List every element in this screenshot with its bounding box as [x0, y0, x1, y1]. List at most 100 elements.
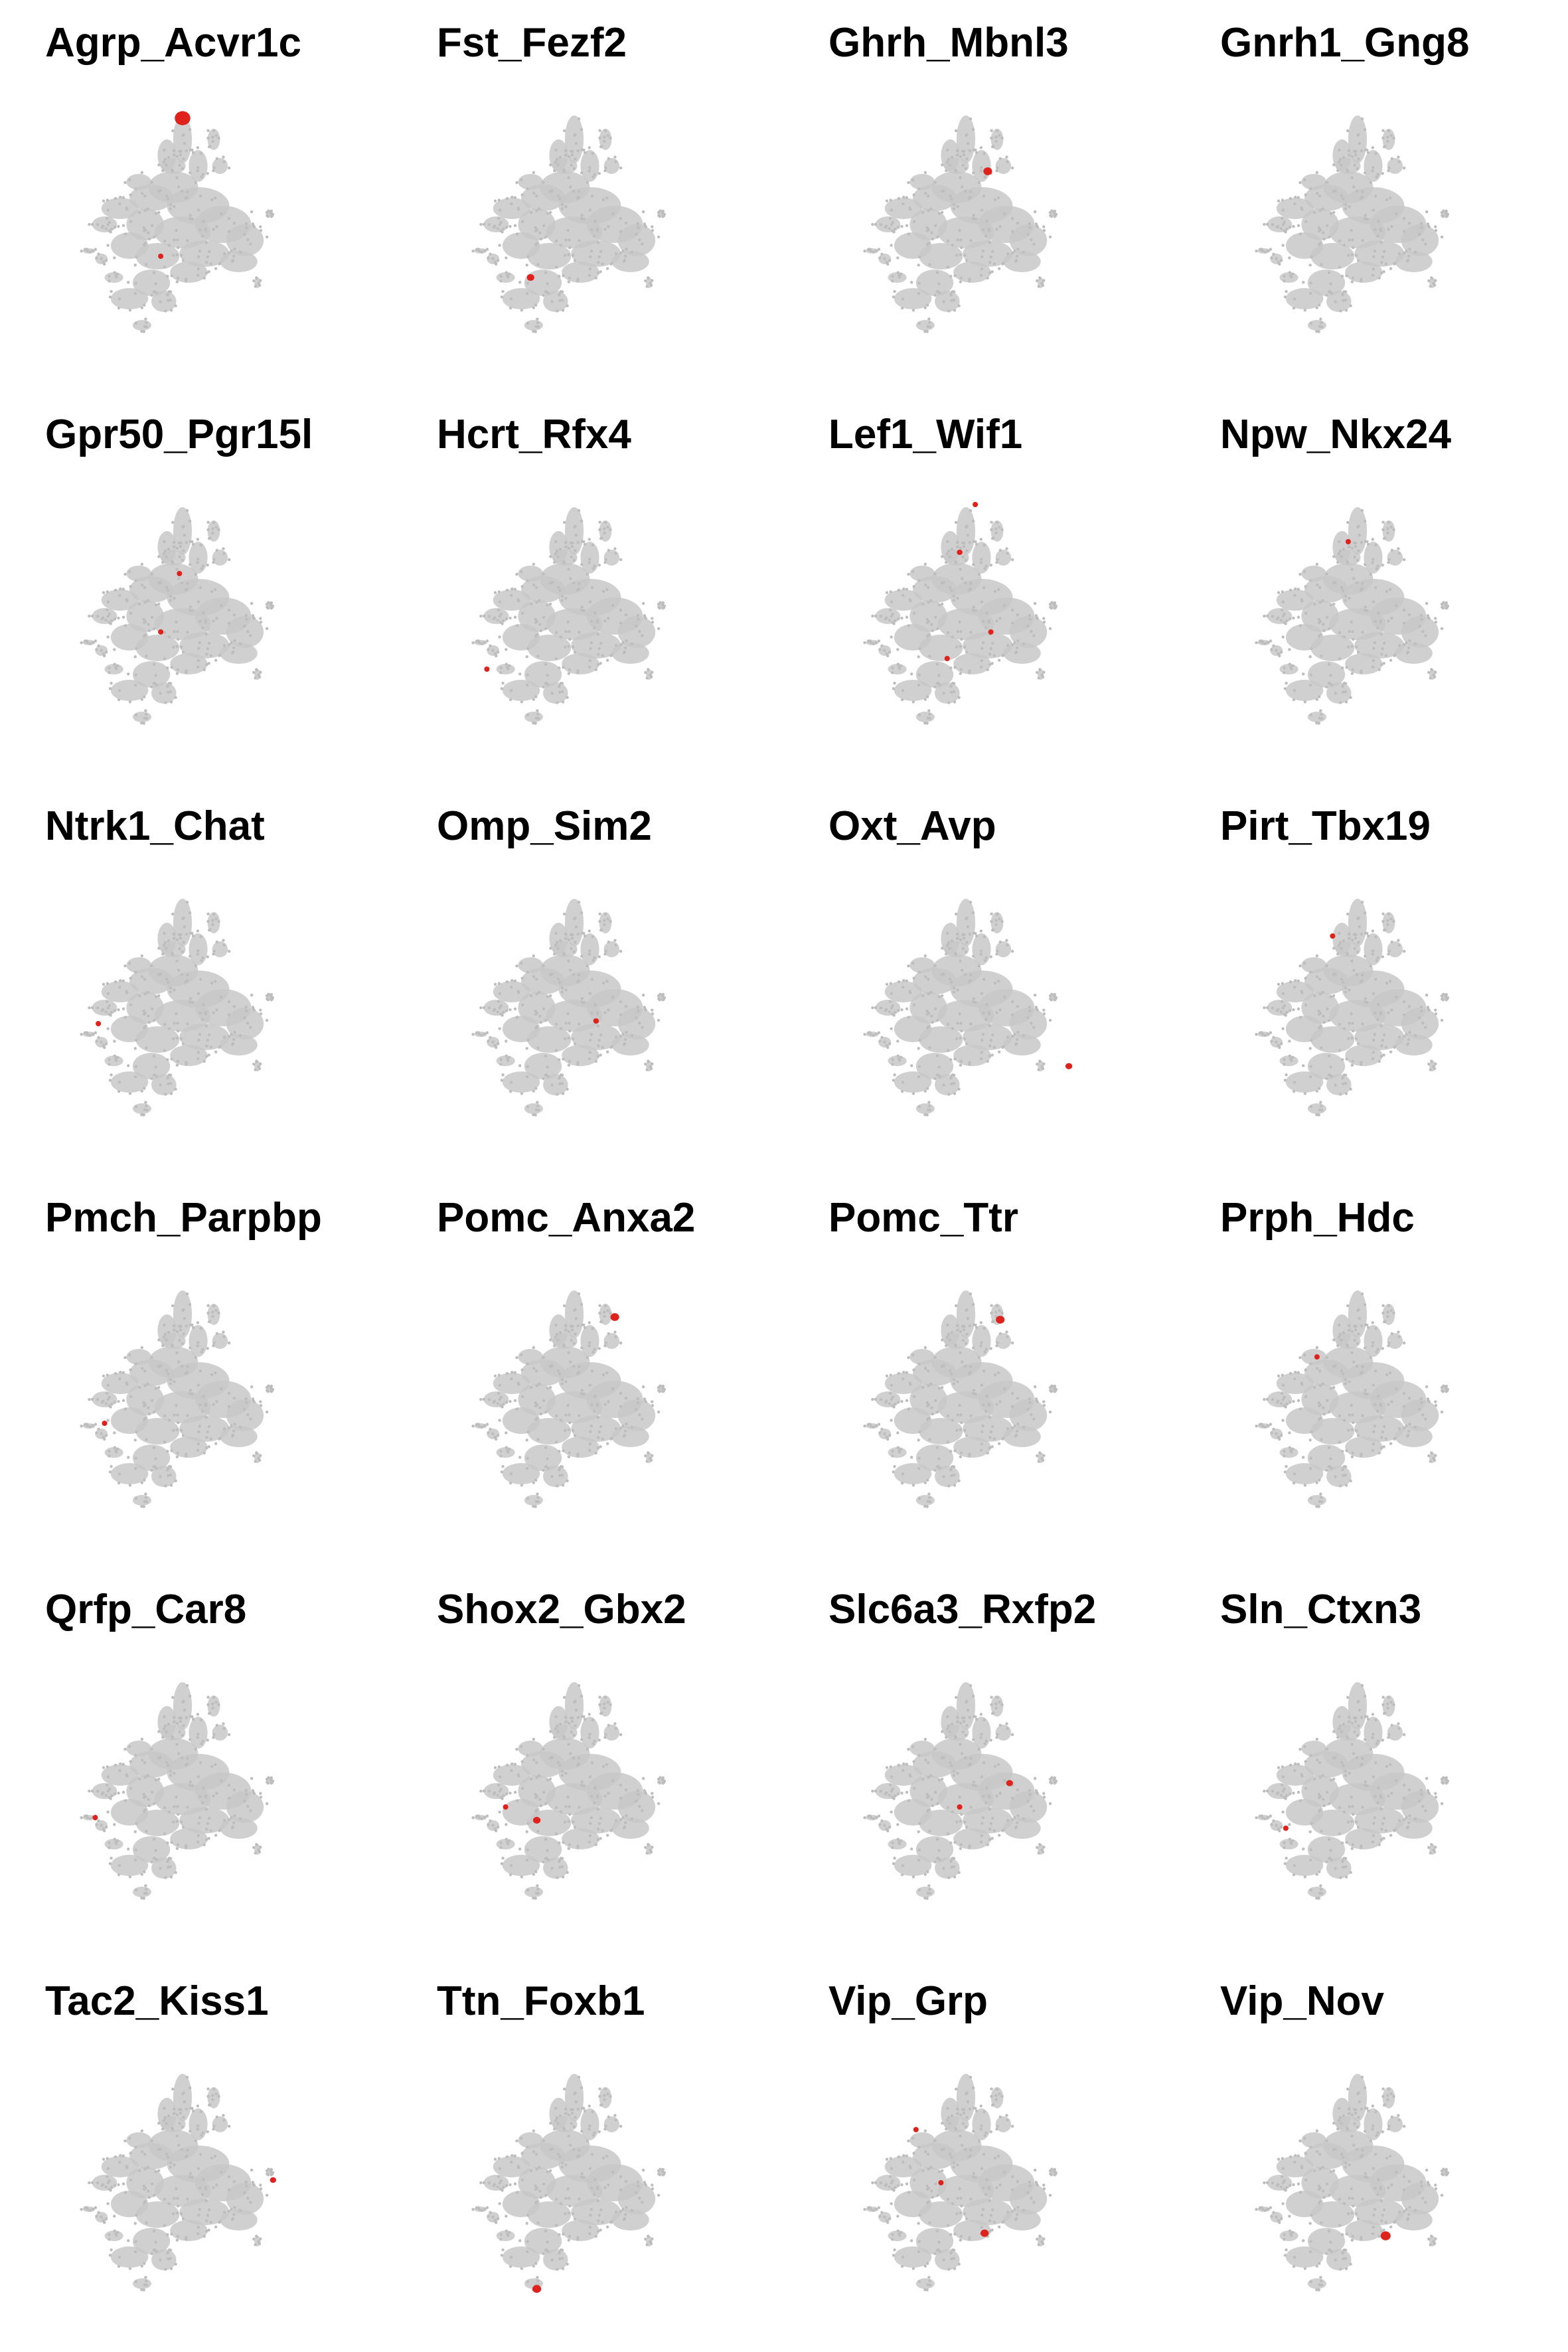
cell-point: [135, 1822, 138, 1826]
cell-point: [877, 1423, 881, 1426]
cell-point: [1309, 713, 1313, 717]
cell-point: [501, 1405, 504, 1409]
cell-point: [972, 1323, 976, 1326]
cell-point: [1338, 1022, 1342, 1026]
cell-point: [532, 1089, 535, 1093]
cell-point: [606, 917, 609, 921]
cell-point: [185, 1715, 189, 1719]
cell-point: [134, 673, 137, 676]
cell-point: [651, 621, 655, 624]
cell-point: [172, 937, 176, 940]
cell-point: [929, 599, 933, 602]
cell-point: [150, 685, 153, 689]
cell-point: [578, 582, 581, 585]
cell-point: [621, 641, 625, 645]
cell-point: [577, 1292, 581, 1296]
cell-point: [161, 1344, 165, 1348]
cell-cluster: [611, 251, 649, 272]
facet-panel: Agrp_Acvr1c: [0, 0, 392, 392]
cell-point: [505, 271, 509, 274]
cell-point: [917, 1065, 921, 1068]
cell-point: [1352, 637, 1355, 641]
cell-point: [1263, 250, 1267, 254]
cell-point: [1010, 1391, 1014, 1395]
cell-cluster: [521, 576, 565, 603]
cell-point: [1344, 309, 1348, 312]
cell-point: [985, 220, 988, 223]
cell-point: [623, 258, 627, 262]
cell-point: [1284, 230, 1287, 234]
cell-point: [571, 645, 575, 649]
cell-point: [157, 602, 161, 606]
cell-point: [1350, 253, 1354, 256]
cell-point: [1382, 641, 1386, 645]
cell-point: [117, 1873, 121, 1877]
cell-point: [1293, 689, 1296, 692]
cell-point: [548, 602, 552, 606]
cell-point: [1054, 996, 1058, 1000]
cell-point: [175, 176, 179, 179]
cell-point: [1377, 1451, 1381, 1454]
cell-point: [1408, 1422, 1411, 1426]
cell-point: [1281, 1373, 1284, 1377]
cell-point: [117, 224, 120, 228]
cell-point: [204, 1010, 207, 1014]
cell-point: [1318, 977, 1322, 981]
cell-point: [912, 193, 915, 196]
embedding-plot: [471, 507, 666, 725]
cell-point: [573, 1042, 577, 1046]
cell-point: [1385, 981, 1389, 985]
cell-point: [1364, 1323, 1368, 1326]
cell-point: [542, 1007, 546, 1011]
cell-point: [930, 231, 933, 234]
cell-point: [638, 238, 641, 242]
cell-cluster: [135, 1810, 180, 1836]
cell-point: [1364, 540, 1368, 543]
cell-point: [129, 1786, 133, 1790]
cell-point: [1374, 151, 1377, 155]
cell-point: [592, 234, 596, 238]
cell-point: [1344, 690, 1348, 694]
cell-point: [961, 933, 965, 936]
cell-point: [211, 1314, 214, 1318]
cell-cluster: [110, 1463, 149, 1484]
cell-point: [100, 1432, 103, 1435]
cell-point: [892, 1405, 896, 1409]
cell-point: [946, 631, 950, 635]
cell-point: [937, 1387, 941, 1390]
cell-point: [641, 634, 644, 637]
cell-point: [596, 1055, 600, 1058]
cell-point: [215, 548, 219, 552]
cell-point: [169, 990, 173, 994]
cell-point: [177, 541, 181, 544]
cell-point: [108, 612, 111, 616]
cell-cluster: [518, 600, 556, 632]
cell-point: [198, 1816, 202, 1820]
cell-point: [176, 1805, 179, 1808]
cell-point: [202, 220, 205, 223]
cell-point: [106, 1765, 109, 1768]
cell-point: [567, 959, 570, 963]
cell-point: [174, 1087, 177, 1091]
cell-point: [921, 1385, 925, 1389]
cell-point: [117, 1008, 120, 1012]
cell-point: [121, 588, 125, 591]
cell-point: [564, 205, 568, 208]
cell-point: [558, 980, 562, 984]
cell-point: [134, 1888, 138, 1892]
cell-point: [1255, 1032, 1258, 1036]
cell-point: [1360, 149, 1364, 153]
cell-point: [893, 289, 896, 293]
cell-point: [206, 1430, 210, 1434]
cell-point: [176, 238, 179, 242]
cell-point: [194, 1356, 198, 1360]
cell-point: [1336, 561, 1340, 564]
cell-point: [220, 1779, 223, 1782]
cell-point: [479, 1006, 483, 1010]
cell-point: [532, 171, 536, 175]
cell-point: [949, 980, 953, 984]
cell-point: [1389, 1309, 1393, 1312]
cell-point: [1351, 276, 1354, 279]
cell-point: [217, 136, 220, 140]
cell-point: [166, 589, 170, 592]
